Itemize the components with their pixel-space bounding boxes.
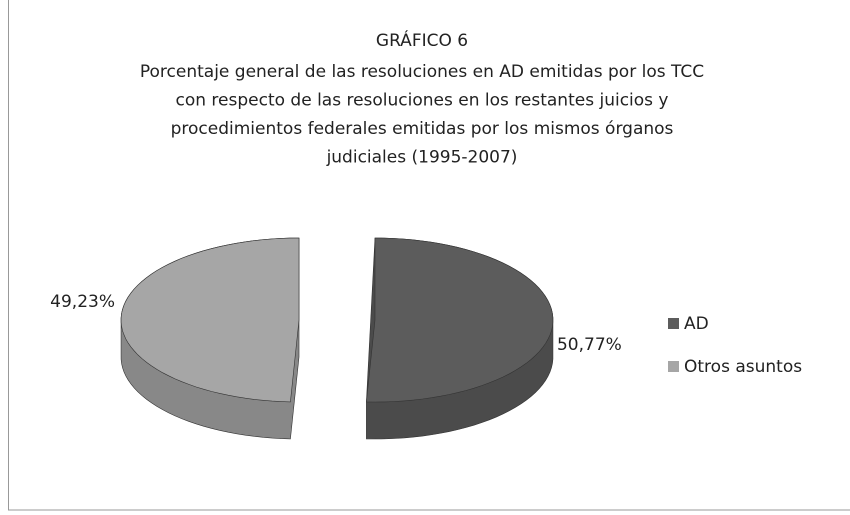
chart-subtitle: con respecto de las resoluciones en los … [176,91,669,111]
legend-swatch [668,361,679,372]
data-label: 50,77% [557,335,622,355]
chart-title: GRÁFICO 6 [376,29,468,51]
chart-subtitle: judiciales (1995-2007) [326,148,518,168]
legend-label: AD [684,314,709,334]
data-label: 49,23% [50,292,115,312]
chart-subtitle: Porcentaje general de las resoluciones e… [140,62,704,82]
legend-swatch [668,318,679,329]
slice [120,237,300,403]
legend-label: Otros asuntos [684,357,802,377]
slice [366,237,554,403]
chart-subtitle: procedimientos federales emitidas por lo… [171,119,674,139]
